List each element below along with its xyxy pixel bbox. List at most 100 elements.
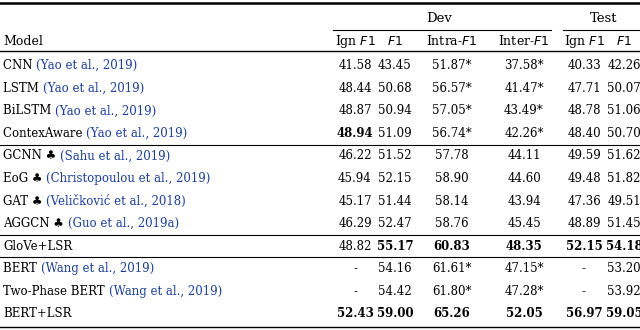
Text: (Wang et al., 2019): (Wang et al., 2019) bbox=[41, 262, 154, 275]
Text: 50.68: 50.68 bbox=[378, 82, 412, 95]
Text: 52.05: 52.05 bbox=[506, 307, 542, 320]
Text: 56.74*: 56.74* bbox=[432, 127, 472, 140]
Text: 51.82: 51.82 bbox=[607, 172, 640, 185]
Text: (Guo et al., 2019a): (Guo et al., 2019a) bbox=[68, 217, 179, 230]
Text: 47.15*: 47.15* bbox=[504, 262, 544, 275]
Text: 53.20: 53.20 bbox=[607, 262, 640, 275]
Text: Ign $F1$: Ign $F1$ bbox=[564, 33, 604, 50]
Text: (Christopoulou et al., 2019): (Christopoulou et al., 2019) bbox=[46, 172, 211, 185]
Text: 46.29: 46.29 bbox=[338, 217, 372, 230]
Text: 60.83: 60.83 bbox=[434, 240, 470, 253]
Text: 53.92: 53.92 bbox=[607, 285, 640, 298]
Text: 51.09: 51.09 bbox=[378, 127, 412, 140]
Text: EoG ♣: EoG ♣ bbox=[3, 172, 46, 185]
Text: 57.05*: 57.05* bbox=[432, 104, 472, 117]
Text: 42.26: 42.26 bbox=[607, 59, 640, 72]
Text: 61.80*: 61.80* bbox=[432, 285, 472, 298]
Text: 54.16: 54.16 bbox=[378, 262, 412, 275]
Text: 48.44: 48.44 bbox=[338, 82, 372, 95]
Text: 48.35: 48.35 bbox=[506, 240, 542, 253]
Text: 51.06: 51.06 bbox=[607, 104, 640, 117]
Text: 40.33: 40.33 bbox=[567, 59, 601, 72]
Text: LSTM: LSTM bbox=[3, 82, 43, 95]
Text: 56.57*: 56.57* bbox=[432, 82, 472, 95]
Text: 49.59: 49.59 bbox=[567, 149, 601, 162]
Text: $F1$: $F1$ bbox=[387, 35, 403, 48]
Text: AGGCN ♣: AGGCN ♣ bbox=[3, 217, 68, 230]
Text: (Veličković et al., 2018): (Veličković et al., 2018) bbox=[46, 194, 186, 208]
Text: 48.40: 48.40 bbox=[567, 127, 601, 140]
Text: 55.17: 55.17 bbox=[377, 240, 413, 253]
Text: 59.05: 59.05 bbox=[605, 307, 640, 320]
Text: (Yao et al., 2019): (Yao et al., 2019) bbox=[43, 82, 144, 95]
Text: GloVe+LSR: GloVe+LSR bbox=[3, 240, 72, 253]
Text: Two-Phase BERT: Two-Phase BERT bbox=[3, 285, 109, 298]
Text: BERT: BERT bbox=[3, 262, 41, 275]
Text: -: - bbox=[353, 285, 357, 298]
Text: 58.76: 58.76 bbox=[435, 217, 469, 230]
Text: 49.48: 49.48 bbox=[567, 172, 601, 185]
Text: (Yao et al., 2019): (Yao et al., 2019) bbox=[55, 104, 157, 117]
Text: 54.18: 54.18 bbox=[605, 240, 640, 253]
Text: 65.26: 65.26 bbox=[434, 307, 470, 320]
Text: 51.52: 51.52 bbox=[378, 149, 412, 162]
Text: 50.70: 50.70 bbox=[607, 127, 640, 140]
Text: 50.07: 50.07 bbox=[607, 82, 640, 95]
Text: 45.17: 45.17 bbox=[338, 194, 372, 208]
Text: GAT ♣: GAT ♣ bbox=[3, 194, 46, 208]
Text: 47.36: 47.36 bbox=[567, 194, 601, 208]
Text: 46.22: 46.22 bbox=[339, 149, 372, 162]
Text: 45.45: 45.45 bbox=[507, 217, 541, 230]
Text: 57.78: 57.78 bbox=[435, 149, 469, 162]
Text: -: - bbox=[582, 262, 586, 275]
Text: 51.45: 51.45 bbox=[607, 217, 640, 230]
Text: Inter-$F1$: Inter-$F1$ bbox=[498, 34, 550, 48]
Text: 52.15: 52.15 bbox=[378, 172, 412, 185]
Text: 41.47*: 41.47* bbox=[504, 82, 544, 95]
Text: -: - bbox=[582, 285, 586, 298]
Text: Test: Test bbox=[590, 12, 618, 25]
Text: 52.43: 52.43 bbox=[337, 307, 373, 320]
Text: GCNN ♣: GCNN ♣ bbox=[3, 149, 60, 162]
Text: Dev: Dev bbox=[427, 12, 452, 25]
Text: 45.94: 45.94 bbox=[338, 172, 372, 185]
Text: 41.58: 41.58 bbox=[339, 59, 372, 72]
Text: Ign $F1$: Ign $F1$ bbox=[335, 33, 376, 50]
Text: 48.89: 48.89 bbox=[567, 217, 601, 230]
Text: 51.62: 51.62 bbox=[607, 149, 640, 162]
Text: 58.90: 58.90 bbox=[435, 172, 469, 185]
Text: 51.44: 51.44 bbox=[378, 194, 412, 208]
Text: ContexAware: ContexAware bbox=[3, 127, 86, 140]
Text: 61.61*: 61.61* bbox=[432, 262, 472, 275]
Text: Intra-$F1$: Intra-$F1$ bbox=[426, 34, 478, 48]
Text: 44.60: 44.60 bbox=[507, 172, 541, 185]
Text: 47.28*: 47.28* bbox=[504, 285, 544, 298]
Text: (Sahu et al., 2019): (Sahu et al., 2019) bbox=[60, 149, 170, 162]
Text: Model: Model bbox=[3, 35, 43, 48]
Text: 43.45: 43.45 bbox=[378, 59, 412, 72]
Text: 48.87: 48.87 bbox=[339, 104, 372, 117]
Text: 44.11: 44.11 bbox=[508, 149, 541, 162]
Text: CNN: CNN bbox=[3, 59, 36, 72]
Text: BERT+LSR: BERT+LSR bbox=[3, 307, 72, 320]
Text: -: - bbox=[353, 262, 357, 275]
Text: BiLSTM: BiLSTM bbox=[3, 104, 55, 117]
Text: (Yao et al., 2019): (Yao et al., 2019) bbox=[36, 59, 138, 72]
Text: (Wang et al., 2019): (Wang et al., 2019) bbox=[109, 285, 222, 298]
Text: 52.15: 52.15 bbox=[566, 240, 602, 253]
Text: 58.14: 58.14 bbox=[435, 194, 468, 208]
Text: 43.49*: 43.49* bbox=[504, 104, 544, 117]
Text: 47.71: 47.71 bbox=[567, 82, 601, 95]
Text: 49.51: 49.51 bbox=[607, 194, 640, 208]
Text: 48.94: 48.94 bbox=[337, 127, 373, 140]
Text: 51.87*: 51.87* bbox=[432, 59, 472, 72]
Text: (Yao et al., 2019): (Yao et al., 2019) bbox=[86, 127, 188, 140]
Text: 56.97: 56.97 bbox=[566, 307, 602, 320]
Text: 48.78: 48.78 bbox=[567, 104, 601, 117]
Text: 43.94: 43.94 bbox=[507, 194, 541, 208]
Text: 59.00: 59.00 bbox=[377, 307, 413, 320]
Text: 42.26*: 42.26* bbox=[504, 127, 544, 140]
Text: 48.82: 48.82 bbox=[339, 240, 372, 253]
Text: 50.94: 50.94 bbox=[378, 104, 412, 117]
Text: 37.58*: 37.58* bbox=[504, 59, 544, 72]
